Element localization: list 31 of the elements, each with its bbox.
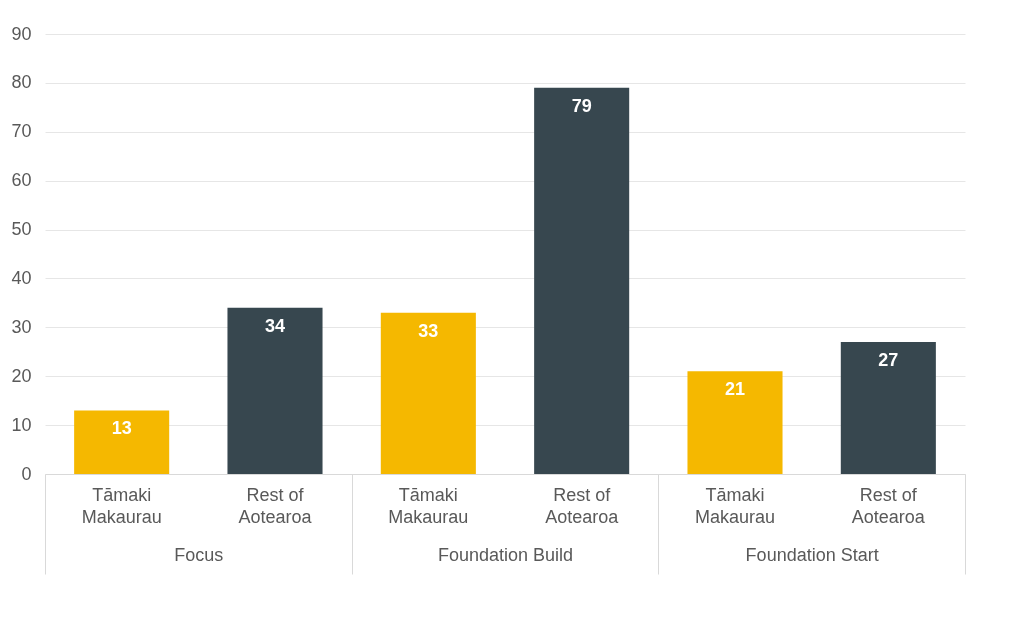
x-tick-label: Foundation Build <box>437 544 574 565</box>
data-label: 33 <box>418 320 439 341</box>
text: Tāmaki Makaurau <box>388 485 469 527</box>
y-tick-label: 20 <box>11 365 32 386</box>
y-tick-label: 0 <box>21 463 32 484</box>
x-tick-label: Foundation Start <box>745 544 879 565</box>
data-label: 21 <box>724 379 746 400</box>
series-label: Tāmaki Makaurau <box>81 485 162 527</box>
y-tick-label: 40 <box>11 267 32 288</box>
y-tick-label: 10 <box>11 414 32 435</box>
y-tick-label: 50 <box>11 219 32 240</box>
x-tick-label: Focus <box>174 544 224 565</box>
bar <box>687 371 783 474</box>
text: Tāmaki Makaurau <box>694 485 776 527</box>
y-tick-label: 90 <box>11 23 32 44</box>
text: Rest of Aotearoa <box>851 485 925 527</box>
bar <box>840 342 936 474</box>
data-label: 79 <box>571 95 592 116</box>
bar <box>380 312 476 474</box>
y-tick-label: 70 <box>11 121 32 142</box>
data-label: 27 <box>878 350 899 370</box>
data-label: 34 <box>264 315 286 336</box>
y-tick-label: 60 <box>11 170 32 191</box>
y-tick-label: 80 <box>11 72 32 93</box>
bar <box>74 410 170 474</box>
bar <box>227 307 323 474</box>
series-label: Rest of Aotearoa <box>238 485 313 527</box>
y-tick-label: 30 <box>11 316 32 337</box>
bar <box>534 87 630 474</box>
data-label: 13 <box>111 418 132 439</box>
text: Rest of Aotearoa <box>545 485 619 527</box>
